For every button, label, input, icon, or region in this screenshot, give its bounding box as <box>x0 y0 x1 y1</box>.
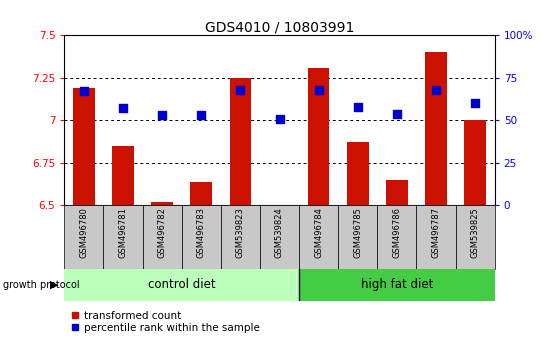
Point <box>79 88 88 94</box>
Point <box>197 113 206 118</box>
Bar <box>191 182 212 205</box>
Bar <box>182 205 221 269</box>
Text: GSM539823: GSM539823 <box>236 207 245 258</box>
Bar <box>425 52 447 205</box>
Text: GSM496784: GSM496784 <box>314 207 323 258</box>
Point <box>275 116 284 121</box>
Bar <box>347 142 368 205</box>
Text: GSM496787: GSM496787 <box>432 207 440 258</box>
Text: growth protocol: growth protocol <box>3 280 79 290</box>
Text: GSM496786: GSM496786 <box>392 207 401 258</box>
Text: GSM496782: GSM496782 <box>158 207 167 258</box>
Text: GSM496780: GSM496780 <box>79 207 88 258</box>
Text: high fat diet: high fat diet <box>361 279 433 291</box>
Title: GDS4010 / 10803991: GDS4010 / 10803991 <box>205 20 354 34</box>
Text: GSM496783: GSM496783 <box>197 207 206 258</box>
Point <box>432 87 440 93</box>
Bar <box>64 205 103 269</box>
Legend: transformed count, percentile rank within the sample: transformed count, percentile rank withi… <box>69 310 261 334</box>
Point <box>353 104 362 110</box>
Point <box>119 105 127 111</box>
Bar <box>73 88 94 205</box>
Text: GSM496785: GSM496785 <box>353 207 362 258</box>
Bar <box>416 205 456 269</box>
Bar <box>308 68 329 205</box>
Point <box>314 87 323 93</box>
Text: ▶: ▶ <box>50 280 59 290</box>
Bar <box>465 120 486 205</box>
Bar <box>299 269 495 301</box>
Bar <box>143 205 182 269</box>
Point <box>158 113 167 118</box>
Bar <box>230 78 251 205</box>
Bar <box>260 205 299 269</box>
Bar <box>112 146 134 205</box>
Text: GSM539825: GSM539825 <box>471 207 480 258</box>
Point <box>471 101 480 106</box>
Bar <box>338 205 377 269</box>
Bar <box>64 269 299 301</box>
Bar <box>151 202 173 205</box>
Text: GSM539824: GSM539824 <box>275 207 284 258</box>
Bar <box>456 205 495 269</box>
Text: control diet: control diet <box>148 279 215 291</box>
Point <box>392 111 401 116</box>
Bar <box>221 205 260 269</box>
Point <box>236 87 245 93</box>
Bar <box>377 205 416 269</box>
Text: GSM496781: GSM496781 <box>119 207 127 258</box>
Bar <box>386 180 408 205</box>
Bar <box>299 205 338 269</box>
Bar <box>103 205 143 269</box>
